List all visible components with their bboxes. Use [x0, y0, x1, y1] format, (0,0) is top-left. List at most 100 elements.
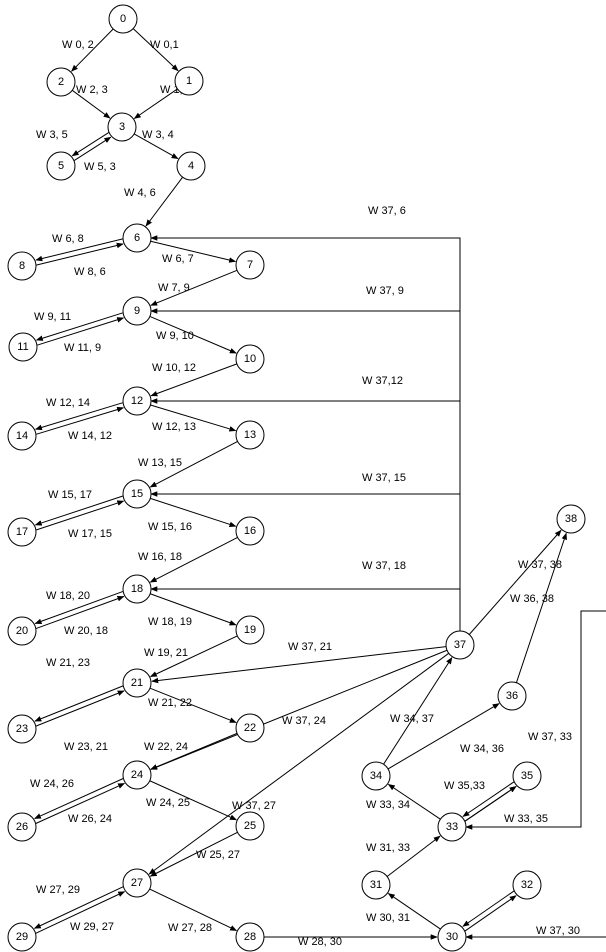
- edge-label-3-4: W 3, 4: [142, 129, 174, 141]
- node-label: 31: [370, 879, 382, 891]
- node-circle: [497, 681, 527, 711]
- node-34: 34: [361, 761, 391, 791]
- node-26: 26: [7, 812, 37, 842]
- node-label: 38: [565, 513, 577, 525]
- edge-label-5-3: W 5, 3: [84, 161, 116, 173]
- node-4: 4: [176, 151, 206, 181]
- edge-19-21: [149, 635, 238, 678]
- node-circle: [235, 922, 265, 952]
- node-22: 22: [235, 713, 265, 743]
- edge-label-37-38: W 37, 38: [518, 559, 562, 571]
- node-circle: [235, 615, 265, 645]
- node-label: 30: [446, 931, 458, 943]
- node-circle: [361, 761, 391, 791]
- edge-30-32: [464, 895, 517, 932]
- node-circle: [122, 223, 152, 253]
- edge-4-6: [145, 176, 184, 227]
- node-circle: [122, 868, 152, 898]
- node-23: 23: [7, 714, 37, 744]
- edge-label-37-27: W 37, 27: [232, 800, 276, 812]
- node-label: 11: [17, 341, 28, 353]
- edge-label-15-16: W 15, 16: [148, 521, 192, 533]
- edge-label-19-21: W 19, 21: [144, 647, 188, 659]
- edge-12-14: [34, 402, 124, 431]
- node-11: 11: [8, 332, 38, 362]
- edge-27-28: [149, 888, 238, 931]
- edge-2-3: [71, 89, 111, 119]
- edge-label-27-29: W 27, 29: [36, 884, 80, 896]
- edge-3-4: [133, 133, 179, 160]
- edge-label-24-26: W 24, 26: [30, 778, 74, 790]
- node-28: 28: [235, 922, 265, 952]
- node-label: 35: [521, 770, 533, 782]
- edge-label-37-33: W 37, 33: [528, 731, 572, 743]
- edge-label-18-19: W 18, 19: [148, 616, 192, 628]
- edge-37-18: [150, 586, 461, 630]
- edge-label-37-15: W 37, 15: [362, 472, 406, 484]
- node-24: 24: [122, 760, 152, 790]
- node-21: 21: [122, 668, 152, 698]
- edge-label-9-11: W 9, 11: [34, 311, 71, 323]
- edge-37-9: [150, 308, 461, 630]
- node-label: 36: [506, 690, 518, 702]
- node-label: 1: [186, 75, 192, 87]
- node-18: 18: [122, 574, 152, 604]
- edge-18-20: [34, 590, 124, 624]
- node-circle: [122, 296, 152, 326]
- node-2: 2: [46, 67, 76, 97]
- node-label: 14: [16, 430, 28, 442]
- node-circle: [7, 421, 37, 451]
- node-32: 32: [512, 870, 542, 900]
- node-label: 28: [244, 931, 256, 943]
- node-label: 29: [16, 931, 28, 943]
- edge-label-22-24: W 22, 24: [144, 741, 188, 753]
- node-label: 25: [244, 820, 256, 832]
- node-5: 5: [46, 151, 76, 181]
- node-label: 15: [131, 488, 143, 500]
- edge-24-25: [149, 780, 237, 821]
- edge-9-11: [35, 312, 124, 341]
- node-circle: [556, 504, 586, 534]
- node-circle: [176, 151, 206, 181]
- edge-label-34-37: W 34, 37: [390, 713, 434, 725]
- node-label: 27: [131, 877, 143, 889]
- edge-label-0-2: W 0, 2: [62, 39, 94, 51]
- node-circle: [7, 251, 37, 281]
- edge-36-38: [515, 532, 567, 683]
- node-circle: [8, 332, 38, 362]
- node-8: 8: [7, 251, 37, 281]
- edge-37-27: [148, 652, 450, 875]
- edge-30-31: [387, 893, 441, 930]
- node-circle: [7, 922, 37, 952]
- edge-label-21-23: W 21, 23: [46, 657, 90, 669]
- edge-label-11-9: W 11, 9: [64, 342, 101, 354]
- node-label: 16: [244, 525, 256, 537]
- node-30: 30: [437, 922, 467, 952]
- edge-18-19: [149, 593, 237, 626]
- node-circle: [7, 517, 37, 547]
- node-label: 7: [247, 259, 253, 271]
- node-12: 12: [122, 386, 152, 416]
- edge-label-23-21: W 23, 21: [64, 741, 108, 753]
- node-label: 17: [16, 526, 28, 538]
- edge-label-20-18: W 20, 18: [64, 625, 108, 637]
- edge-label-13-15: W 13, 15: [138, 457, 182, 469]
- edge-label-7-9: W 7, 9: [158, 282, 190, 294]
- node-label: 12: [131, 395, 143, 407]
- edge-21-23: [34, 685, 124, 722]
- node-label: 18: [131, 583, 143, 595]
- node-label: 9: [134, 305, 140, 317]
- edge-37-38: [468, 529, 562, 635]
- edge-37-21: [151, 646, 447, 684]
- node-19: 19: [235, 615, 265, 645]
- node-circle: [235, 344, 265, 374]
- node-label: 13: [244, 429, 256, 441]
- node-label: 23: [16, 723, 28, 735]
- edge-label-37-24: W 37, 24: [282, 715, 326, 727]
- node-13: 13: [235, 420, 265, 450]
- edge-label-37-12: W 37,12: [362, 375, 403, 387]
- node-label: 32: [521, 879, 533, 891]
- edge-0-1: [132, 28, 179, 72]
- edge-label-10-12: W 10, 12: [152, 362, 196, 374]
